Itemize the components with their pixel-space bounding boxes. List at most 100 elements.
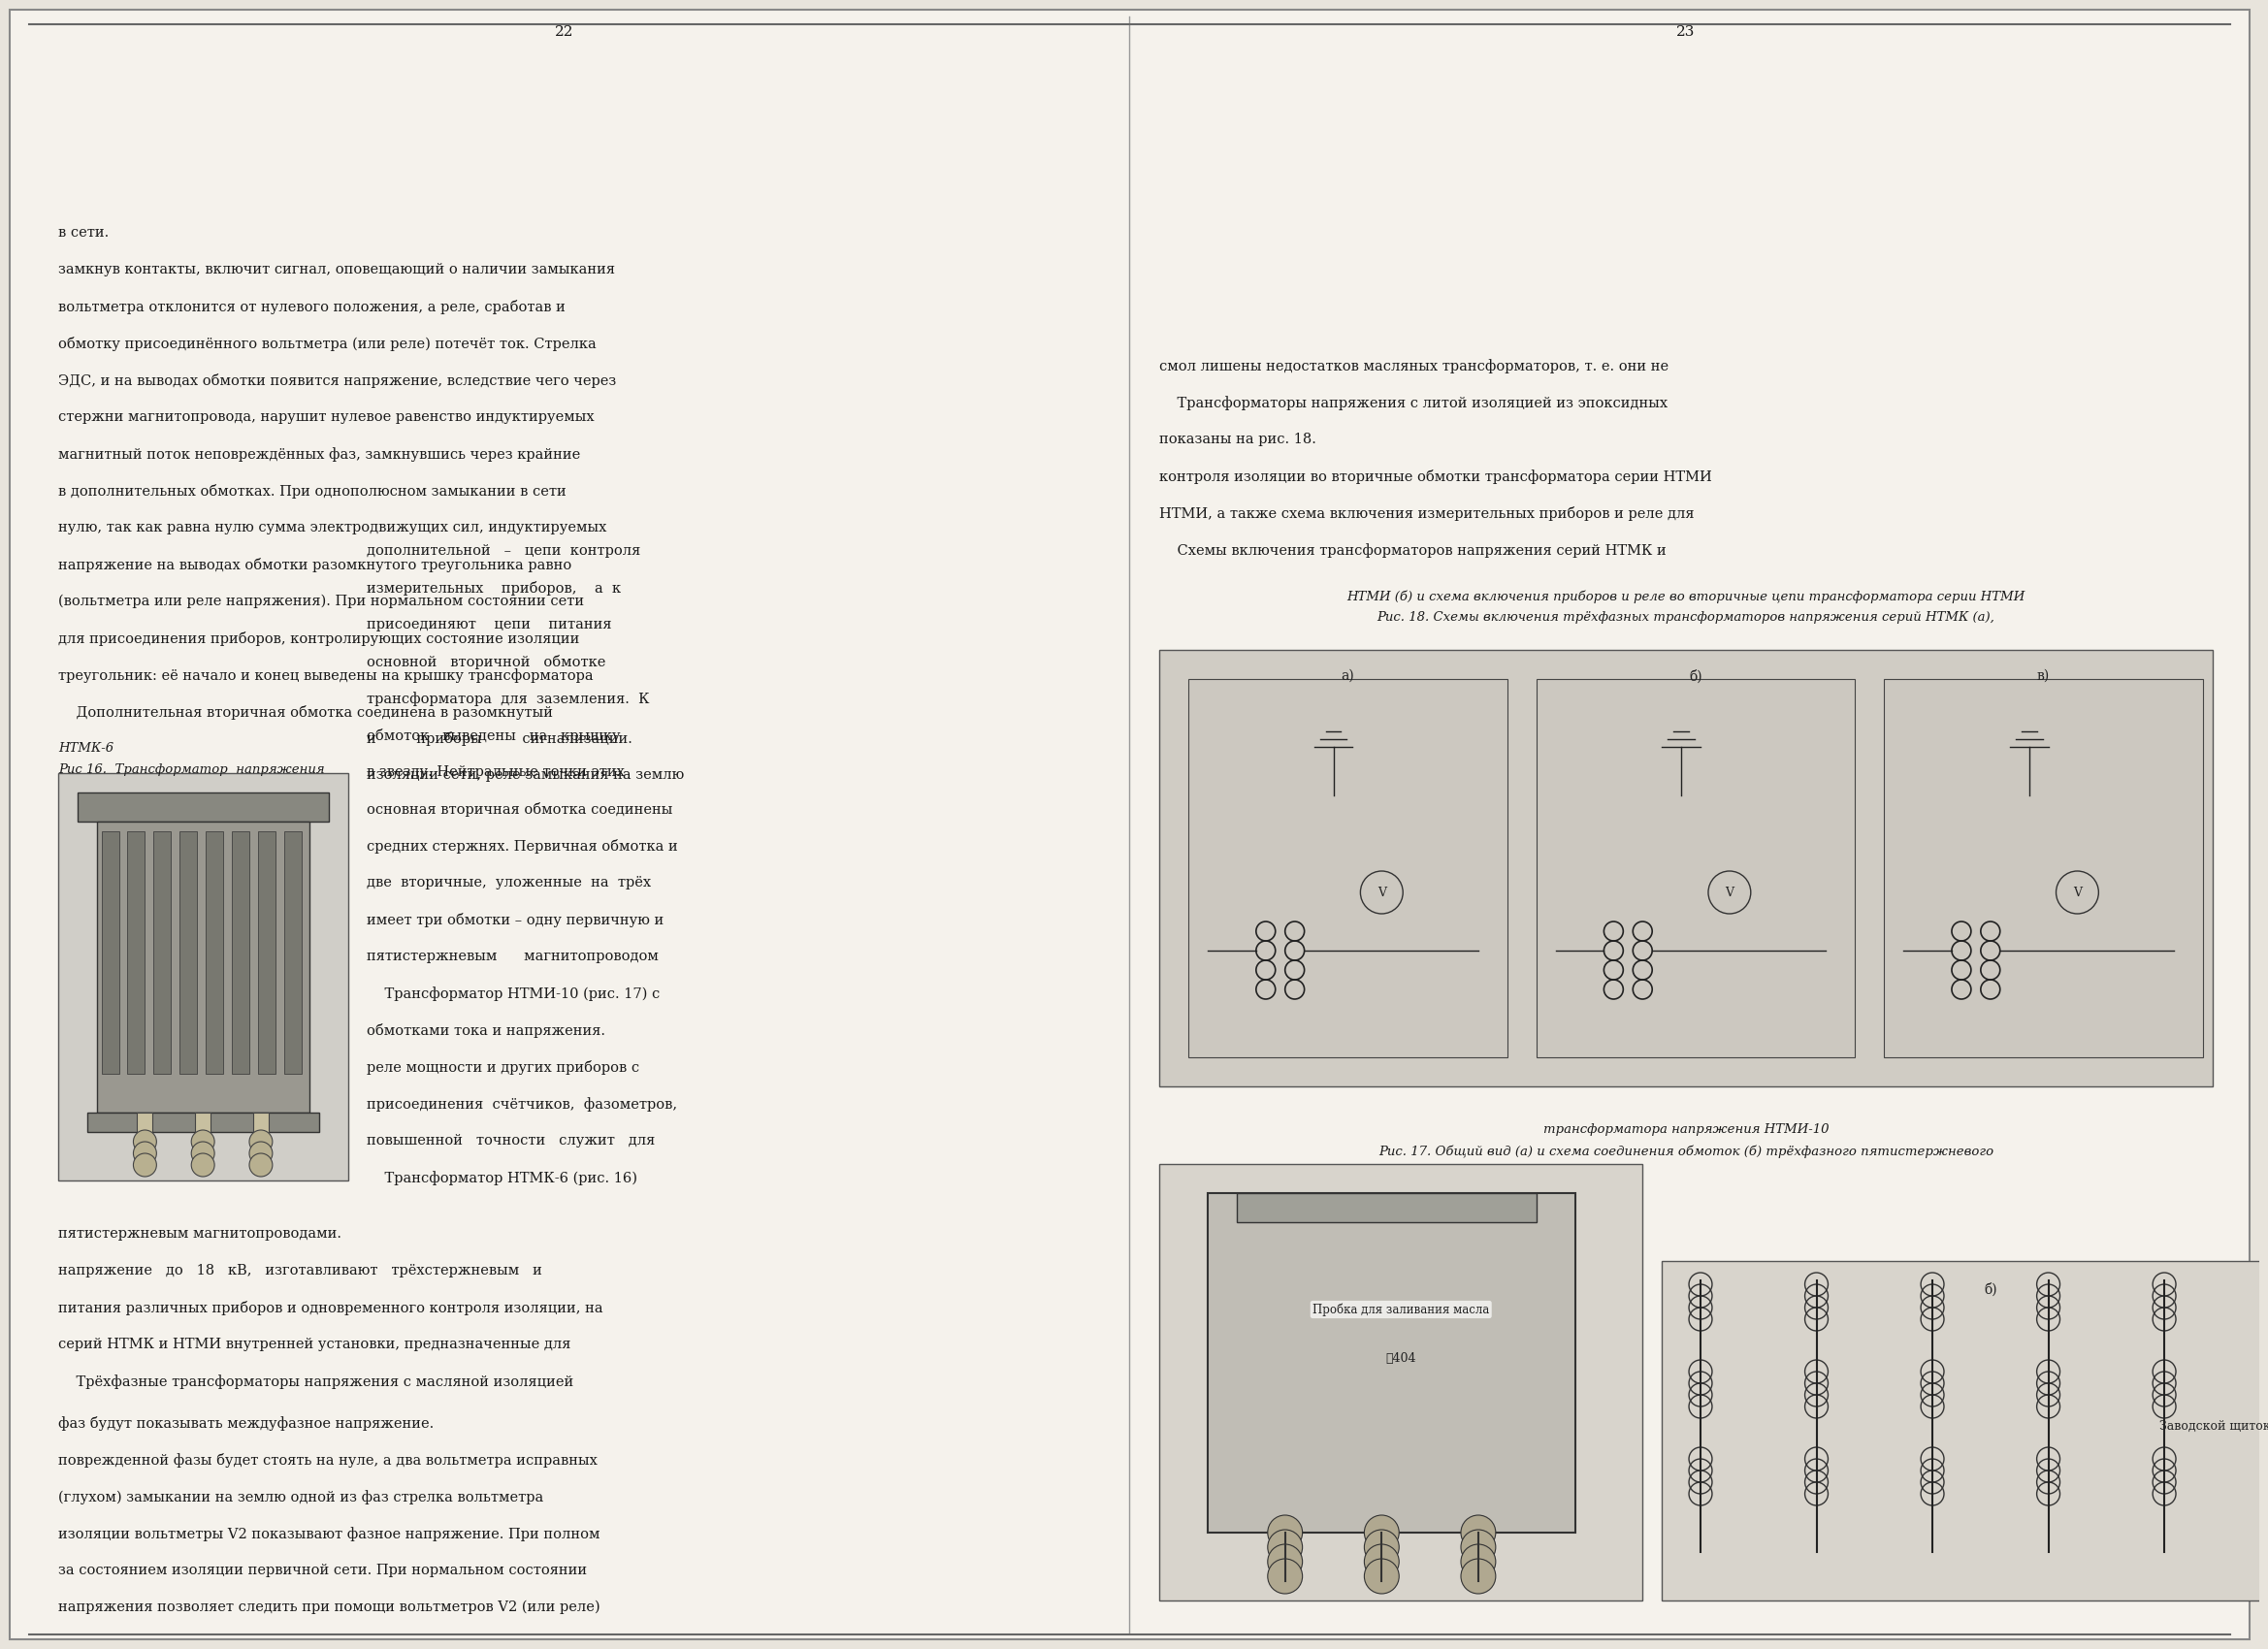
FancyBboxPatch shape bbox=[86, 1113, 320, 1131]
Text: вольтметра отклонится от нулевого положения, а реле, сработав и: вольтметра отклонится от нулевого положе… bbox=[59, 300, 565, 315]
Circle shape bbox=[1365, 1558, 1399, 1593]
FancyBboxPatch shape bbox=[231, 831, 249, 1073]
Text: НТМИ, а также схема включения измерительных приборов и реле для: НТМИ, а также схема включения измеритель… bbox=[1159, 506, 1694, 521]
Text: стержни магнитопровода, нарушит нулевое равенство индуктируемых: стержни магнитопровода, нарушит нулевое … bbox=[59, 411, 594, 424]
FancyBboxPatch shape bbox=[1188, 679, 1508, 1057]
Text: обмотками тока и напряжения.: обмотками тока и напряжения. bbox=[367, 1024, 606, 1037]
Text: имеет три обмотки – одну первичную и: имеет три обмотки – одну первичную и bbox=[367, 914, 665, 927]
Text: фаз будут показывать междуфазное напряжение.: фаз будут показывать междуфазное напряже… bbox=[59, 1416, 433, 1431]
Text: в сети.: в сети. bbox=[59, 226, 109, 239]
Circle shape bbox=[249, 1141, 272, 1164]
Text: показаны на рис. 18.: показаны на рис. 18. bbox=[1159, 432, 1315, 447]
Text: питания различных приборов и одновременного контроля изоляции, на: питания различных приборов и одновременн… bbox=[59, 1301, 603, 1316]
Circle shape bbox=[1268, 1558, 1302, 1593]
Circle shape bbox=[1268, 1543, 1302, 1580]
Circle shape bbox=[134, 1141, 156, 1164]
Text: присоединения  счётчиков,  фазометров,: присоединения счётчиков, фазометров, bbox=[367, 1097, 678, 1111]
Text: (вольтметра или реле напряжения). При нормальном состоянии сети: (вольтметра или реле напряжения). При но… bbox=[59, 595, 583, 608]
FancyBboxPatch shape bbox=[98, 821, 308, 1113]
FancyBboxPatch shape bbox=[1236, 1194, 1535, 1222]
Circle shape bbox=[249, 1130, 272, 1153]
Text: Пробка для заливания масла: Пробка для заливания масла bbox=[1313, 1303, 1490, 1316]
FancyBboxPatch shape bbox=[206, 831, 222, 1073]
FancyBboxPatch shape bbox=[154, 831, 170, 1073]
Text: Трансформатор НТМИ-10 (рис. 17) с: Трансформатор НТМИ-10 (рис. 17) с bbox=[367, 986, 660, 1001]
Circle shape bbox=[249, 1153, 272, 1177]
Text: напряжения позволяет следить при помощи вольтметров V2 (или реле): напряжения позволяет следить при помощи … bbox=[59, 1601, 599, 1614]
FancyBboxPatch shape bbox=[284, 831, 302, 1073]
Circle shape bbox=[134, 1130, 156, 1153]
Text: в звезду. Нейтральные точки этих: в звезду. Нейтральные точки этих bbox=[367, 765, 626, 778]
Text: Рис 16.  Трансформатор  напряжения: Рис 16. Трансформатор напряжения bbox=[59, 763, 324, 777]
Text: Рис. 18. Схемы включения трёхфазных трансформаторов напряжения серий НТМК (а),: Рис. 18. Схемы включения трёхфазных тран… bbox=[1377, 612, 1996, 623]
FancyBboxPatch shape bbox=[102, 831, 118, 1073]
Circle shape bbox=[1268, 1530, 1302, 1565]
Circle shape bbox=[1365, 1543, 1399, 1580]
FancyBboxPatch shape bbox=[1159, 650, 2214, 1087]
FancyBboxPatch shape bbox=[195, 1113, 211, 1166]
Text: обмоток   выведены   на   крышку: обмоток выведены на крышку bbox=[367, 729, 621, 744]
Circle shape bbox=[191, 1153, 215, 1177]
Text: обмотку присоединённого вольтметра (или реле) потечёт ток. Стрелка: обмотку присоединённого вольтметра (или … bbox=[59, 336, 596, 351]
Text: Дополнительная вторичная обмотка соединена в разомкнутый: Дополнительная вторичная обмотка соедине… bbox=[59, 706, 553, 719]
Text: контроля изоляции во вторичные обмотки трансформатора серии НТМИ: контроля изоляции во вторичные обмотки т… bbox=[1159, 470, 1712, 485]
Text: Трансформатор НТМК-6 (рис. 16): Трансформатор НТМК-6 (рис. 16) bbox=[367, 1171, 637, 1186]
Text: V: V bbox=[1726, 886, 1733, 899]
Circle shape bbox=[191, 1141, 215, 1164]
FancyBboxPatch shape bbox=[254, 1113, 268, 1166]
FancyBboxPatch shape bbox=[1535, 679, 1855, 1057]
Text: напряжение на выводах обмотки разомкнутого треугольника равно: напряжение на выводах обмотки разомкнуто… bbox=[59, 557, 572, 572]
Text: смол лишены недостатков масляных трансформаторов, т. е. они не: смол лишены недостатков масляных трансфо… bbox=[1159, 359, 1669, 373]
Text: две  вторичные,  уложенные  на  трёх: две вторичные, уложенные на трёх bbox=[367, 876, 651, 889]
Circle shape bbox=[1268, 1515, 1302, 1550]
Text: Заводской щиток: Заводской щиток bbox=[2159, 1420, 2268, 1433]
FancyBboxPatch shape bbox=[77, 793, 329, 821]
Text: ЭДС, и на выводах обмотки появится напряжение, вследствие чего через: ЭДС, и на выводах обмотки появится напря… bbox=[59, 373, 617, 388]
Text: реле мощности и других приборов с: реле мощности и других приборов с bbox=[367, 1060, 640, 1075]
FancyBboxPatch shape bbox=[1159, 1164, 1642, 1601]
Text: трансформатора  для  заземления.  К: трансформатора для заземления. К bbox=[367, 691, 651, 706]
Text: для присоединения приборов, контролирующих состояние изоляции: для присоединения приборов, контролирующ… bbox=[59, 632, 578, 646]
FancyBboxPatch shape bbox=[1209, 1194, 1574, 1532]
Text: трансформатора напряжения НТМИ-10: трансформатора напряжения НТМИ-10 bbox=[1542, 1123, 1828, 1136]
Text: б): б) bbox=[1690, 669, 1703, 683]
Text: дополнительной   –   цепи  контроля: дополнительной – цепи контроля bbox=[367, 544, 642, 557]
Text: ∅404: ∅404 bbox=[1386, 1352, 1415, 1364]
Text: НТМК-6: НТМК-6 bbox=[59, 742, 113, 755]
Circle shape bbox=[1461, 1530, 1495, 1565]
FancyBboxPatch shape bbox=[1885, 679, 2202, 1057]
Circle shape bbox=[1461, 1543, 1495, 1580]
Circle shape bbox=[1365, 1515, 1399, 1550]
Text: за состоянием изоляции первичной сети. При нормальном состоянии: за состоянием изоляции первичной сети. П… bbox=[59, 1563, 587, 1576]
Text: Трёхфазные трансформаторы напряжения с масляной изоляцией: Трёхфазные трансформаторы напряжения с м… bbox=[59, 1375, 574, 1388]
FancyBboxPatch shape bbox=[59, 773, 347, 1181]
Text: Рис. 17. Общий вид (а) и схема соединения обмоток (б) трёхфазного пятистержневог: Рис. 17. Общий вид (а) и схема соединени… bbox=[1379, 1144, 1994, 1158]
Text: основная вторичная обмотка соединены: основная вторичная обмотка соединены bbox=[367, 801, 674, 816]
Text: 23: 23 bbox=[1676, 25, 1696, 40]
Text: в дополнительных обмотках. При однополюсном замыкании в сети: в дополнительных обмотках. При однополюс… bbox=[59, 485, 567, 498]
Text: изоляции сети, реле замыкания на землю: изоляции сети, реле замыкания на землю bbox=[367, 768, 685, 782]
Text: б): б) bbox=[1984, 1283, 1998, 1298]
Text: в): в) bbox=[2037, 669, 2050, 683]
Text: НТМИ (б) и схема включения приборов и реле во вторичные цепи трансформатора сери: НТМИ (б) и схема включения приборов и ре… bbox=[1347, 590, 2025, 604]
FancyBboxPatch shape bbox=[179, 831, 197, 1073]
Text: и         приборы         сигнализации.: и приборы сигнализации. bbox=[367, 732, 633, 745]
Circle shape bbox=[1365, 1530, 1399, 1565]
Text: V: V bbox=[1377, 886, 1386, 899]
FancyBboxPatch shape bbox=[136, 1113, 152, 1166]
Text: а): а) bbox=[1340, 669, 1354, 683]
FancyBboxPatch shape bbox=[127, 831, 145, 1073]
Circle shape bbox=[134, 1153, 156, 1177]
Circle shape bbox=[191, 1130, 215, 1153]
Text: напряжение   до   18   кВ,   изготавливают   трёхстержневым   и: напряжение до 18 кВ, изготавливают трёхс… bbox=[59, 1263, 542, 1278]
Text: (глухом) замыкании на землю одной из фаз стрелка вольтметра: (глухом) замыкании на землю одной из фаз… bbox=[59, 1491, 544, 1504]
Text: треугольник: её начало и конец выведены на крышку трансформатора: треугольник: её начало и конец выведены … bbox=[59, 668, 592, 683]
Text: пятистержневым      магнитопроводом: пятистержневым магнитопроводом bbox=[367, 950, 660, 963]
FancyBboxPatch shape bbox=[259, 831, 274, 1073]
Text: серий НТМК и НТМИ внутренней установки, предназначенные для: серий НТМК и НТМИ внутренней установки, … bbox=[59, 1337, 572, 1351]
Text: 22: 22 bbox=[556, 25, 574, 40]
FancyBboxPatch shape bbox=[1662, 1261, 2268, 1601]
Circle shape bbox=[1461, 1558, 1495, 1593]
Text: основной   вторичной   обмотке: основной вторичной обмотке bbox=[367, 655, 606, 669]
Text: изоляции вольтметры V2 показывают фазное напряжение. При полном: изоляции вольтметры V2 показывают фазное… bbox=[59, 1527, 599, 1542]
